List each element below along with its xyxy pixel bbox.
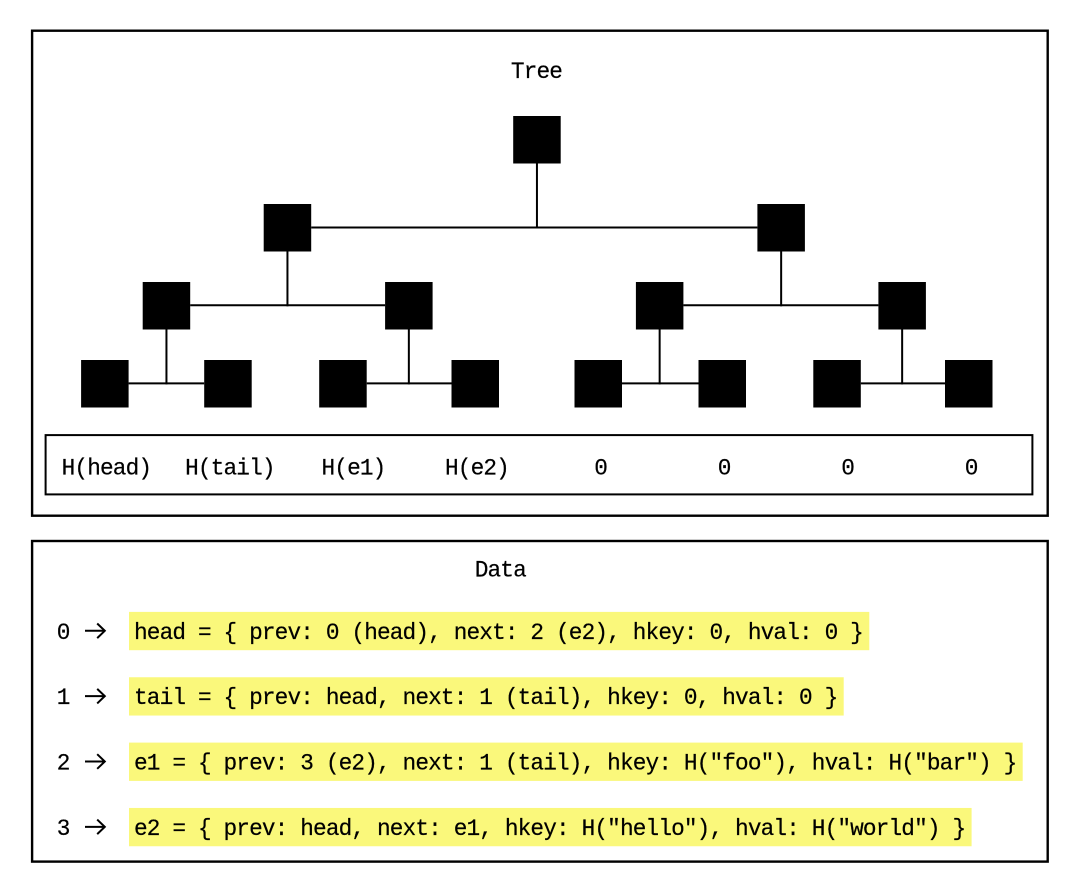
svg-text:head = { prev: 0 (head), next:: head = { prev: 0 (head), next: 2 (e2), h… (134, 620, 863, 646)
svg-text:1: 1 (57, 685, 70, 711)
svg-text:0: 0 (841, 456, 854, 482)
svg-text:2: 2 (57, 751, 70, 777)
svg-text:0: 0 (965, 456, 978, 482)
svg-text:H(e2): H(e2) (445, 456, 509, 482)
svg-text:e2 = { prev: head, next: e1, h: e2 = { prev: head, next: e1, hkey: H("he… (134, 816, 965, 842)
svg-text:3: 3 (57, 816, 70, 842)
svg-text:0: 0 (594, 456, 607, 482)
svg-text:H(tail): H(tail) (185, 456, 275, 482)
svg-text:Tree: Tree (511, 59, 562, 85)
svg-text:0: 0 (57, 620, 70, 646)
svg-text:Data: Data (475, 558, 526, 584)
svg-text:0: 0 (718, 456, 731, 482)
svg-text:e1 = { prev: 3 (e2), next: 1 (: e1 = { prev: 3 (e2), next: 1 (tail), hke… (134, 751, 1016, 777)
svg-text:H(head): H(head) (62, 456, 152, 482)
svg-text:H(e1): H(e1) (322, 456, 386, 482)
svg-text:tail = { prev: head, next: 1 (: tail = { prev: head, next: 1 (tail), hke… (134, 685, 837, 711)
